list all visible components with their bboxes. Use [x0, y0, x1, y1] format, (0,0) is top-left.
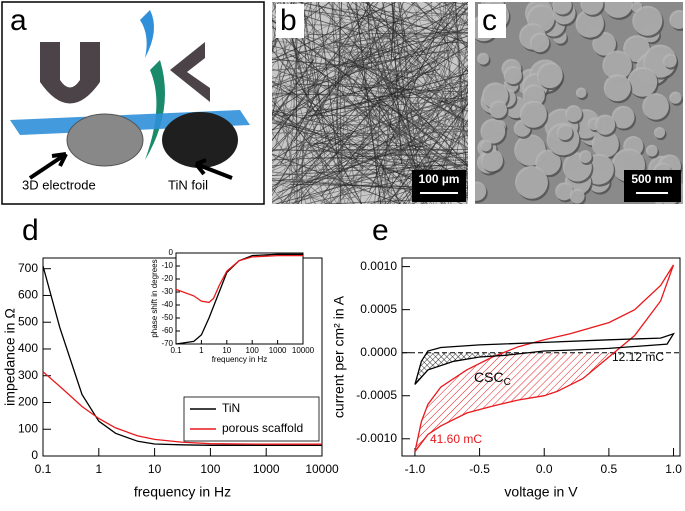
y-tick-label: 600 [18, 288, 38, 302]
grain [480, 119, 505, 144]
panel-a: a 3D electrode TiN foil [2, 2, 264, 204]
y-tick-label: -60 [161, 326, 173, 335]
annotation: 3D electrode [22, 177, 96, 192]
panel-label: e [372, 214, 389, 247]
y-axis-label: current per cm² in A [331, 295, 347, 418]
grain [663, 54, 677, 68]
y-tick-label: -0.0005 [356, 388, 397, 402]
panel-label: d [22, 214, 39, 247]
grain [520, 101, 547, 128]
y-tick-label: -0.0010 [356, 431, 397, 445]
y-tick-label: -20 [161, 274, 173, 283]
grain [565, 105, 582, 122]
y-tick-label: 0.0010 [360, 259, 397, 273]
y-tick-label: 0 [169, 248, 174, 257]
y-tick-label: -50 [161, 313, 173, 322]
x-tick-label: 0.0 [536, 462, 553, 476]
grain [654, 127, 665, 138]
annotation: TiN foil [168, 177, 208, 192]
annotation: 12.12 mC [612, 350, 664, 364]
grain [642, 93, 669, 120]
grain [604, 74, 631, 101]
grain [537, 62, 563, 88]
grain [480, 140, 492, 152]
grain [669, 92, 681, 104]
panel-c: c 500 nm [467, 0, 685, 215]
grain [646, 145, 658, 157]
y-tick-label: 300 [18, 368, 38, 382]
y-tick-label: 500 [18, 314, 38, 328]
x-tick-label: 10 [222, 346, 231, 355]
annotation-text: CSC [474, 369, 504, 385]
y-tick-label: 0.0000 [360, 345, 397, 359]
legend-label: TiN [222, 401, 240, 415]
x-axis-label: voltage in V [504, 484, 578, 500]
y-tick-label: -70 [161, 339, 173, 348]
x-tick-label: 1 [199, 346, 204, 355]
annotation-subscript: C [504, 377, 511, 388]
x-tick-label: 10 [148, 462, 162, 476]
panel-label: b [280, 4, 297, 37]
grain [557, 124, 573, 140]
x-tick-label: 100 [200, 462, 220, 476]
grain [467, 181, 486, 200]
x-axis-label: frequency in Hz [134, 484, 231, 500]
x-tick-label: -1.0 [405, 462, 426, 476]
y-tick-label: 400 [18, 341, 38, 355]
x-tick-label: 0.5 [601, 462, 618, 476]
y-tick-label: 700 [18, 261, 38, 275]
x-tick-label: 1.0 [665, 462, 682, 476]
x-tick-label: 10000 [292, 346, 315, 355]
x-tick-label: 10000 [305, 462, 339, 476]
grain [570, 189, 585, 204]
grain [595, 115, 615, 135]
y-axis-label: phase shift in degrees [150, 259, 159, 337]
grain [530, 33, 550, 53]
grain [576, 87, 587, 98]
grain [477, 53, 489, 65]
grain [579, 150, 592, 163]
legend-label: porous scaffold [222, 421, 303, 435]
y-tick-label: 0 [31, 448, 38, 462]
x-tick-label: 1 [95, 462, 102, 476]
x-axis-label: frequency in Hz [212, 355, 268, 364]
panel-label: c [482, 4, 497, 37]
annotation: 41.60 mC [430, 432, 482, 446]
y-axis-label: impedance in Ω [2, 308, 18, 406]
x-tick-label: 1000 [253, 462, 280, 476]
grain [632, 6, 662, 36]
grain [515, 166, 548, 199]
x-tick-label: 0.1 [35, 462, 52, 476]
y-tick-label: -30 [161, 287, 173, 296]
x-tick-label: -0.5 [469, 462, 490, 476]
grain [481, 149, 503, 171]
y-tick-label: -40 [161, 300, 173, 309]
grain [504, 66, 522, 84]
grain [489, 100, 507, 118]
scale-bar-label: 500 nm [631, 172, 672, 186]
y-tick-label: 0.0005 [360, 302, 397, 316]
x-tick-label: 1000 [269, 346, 287, 355]
y-tick-label: 100 [18, 421, 38, 435]
panel-label: a [10, 4, 27, 37]
y-tick-label: -10 [161, 261, 173, 270]
scale-bar-label: 100 µm [419, 172, 460, 186]
electrode-disk [67, 114, 143, 166]
plot-frame [176, 253, 303, 344]
x-tick-label: 100 [246, 346, 260, 355]
y-tick-label: 200 [18, 395, 38, 409]
foil-disk [162, 112, 238, 168]
